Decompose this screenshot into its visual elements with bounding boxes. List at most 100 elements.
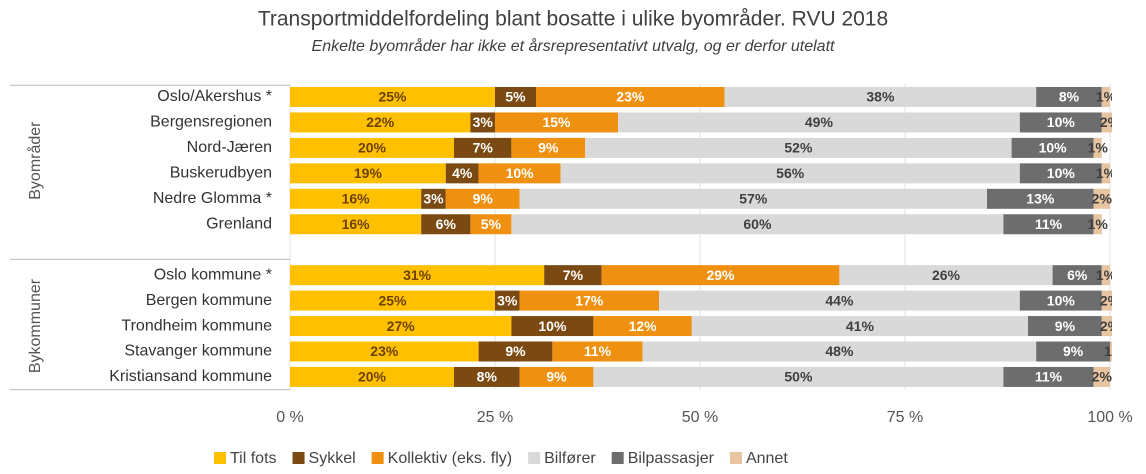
bar-segment: [519, 188, 987, 209]
x-tick-label: 50 %: [682, 409, 718, 426]
bar-segment: [495, 87, 536, 107]
value-label: 1%: [1088, 140, 1109, 156]
value-label: 1%: [1104, 343, 1125, 359]
value-label: 2%: [1092, 369, 1113, 385]
value-label: 9%: [1063, 343, 1084, 359]
bar-segment: [290, 290, 495, 311]
chart-subtitle: Enkelte byområder har ikke et årsreprese…: [312, 37, 835, 55]
group-label: Byområder: [26, 121, 44, 200]
bar-segment: [454, 366, 520, 387]
x-tick-label: 100 %: [1087, 409, 1132, 426]
value-label: 1%: [1096, 89, 1117, 105]
value-label: 13%: [1026, 191, 1055, 207]
value-label: 2%: [1092, 191, 1113, 207]
bar-segment: [470, 214, 512, 235]
bar-segment: [544, 265, 602, 286]
value-label: 10%: [506, 165, 535, 181]
value-label: 10%: [1047, 114, 1076, 130]
value-label: 38%: [866, 89, 895, 105]
bar-segment: [1019, 290, 1102, 311]
y-tick-label: Buskerudbyen: [170, 165, 272, 182]
bar-segment: [478, 341, 553, 362]
y-tick-label: Grenland: [206, 215, 272, 232]
value-label: 25%: [378, 292, 407, 308]
value-label: 26%: [932, 267, 961, 283]
bar-segment: [691, 316, 1028, 337]
value-label: 50%: [784, 369, 813, 385]
value-label: 17%: [575, 292, 604, 308]
bar-segment: [585, 137, 1012, 158]
bar-segment: [1019, 163, 1102, 184]
value-label: 10%: [538, 318, 567, 334]
value-label: 31%: [403, 267, 432, 283]
value-label: 15%: [542, 114, 571, 130]
value-label: 20%: [358, 369, 387, 385]
bar-segment: [1003, 366, 1094, 387]
value-label: 10%: [1047, 165, 1076, 181]
bar-segment: [511, 316, 594, 337]
bar-segment: [495, 112, 618, 133]
bar-segment: [445, 188, 520, 209]
bar-segment: [593, 316, 692, 337]
y-tick-label: Bergensregionen: [150, 114, 272, 131]
legend-label: Kollektiv (eks. fly): [388, 450, 512, 467]
value-label: 7%: [473, 140, 494, 156]
bar-segment: [1036, 341, 1110, 362]
value-label: 25%: [378, 89, 407, 105]
bar-segment: [536, 87, 725, 107]
value-label: 9%: [546, 369, 567, 385]
legend-swatch: [292, 452, 305, 464]
value-label: 6%: [1067, 267, 1088, 283]
legend-swatch: [729, 452, 742, 464]
bar-segment: [290, 87, 495, 107]
bar-segment: [1028, 316, 1102, 337]
legend-swatch: [528, 452, 541, 464]
bar-segment: [445, 163, 479, 184]
bar-segment: [601, 265, 840, 286]
bar-segment: [1110, 341, 1112, 362]
bar-segment: [1101, 112, 1112, 133]
bar-segment: [1101, 265, 1110, 286]
bar-segment: [421, 188, 446, 209]
legend-swatch: [214, 452, 226, 464]
value-label: 29%: [706, 267, 735, 283]
value-label: 48%: [825, 343, 854, 359]
bar-segment: [1036, 87, 1102, 107]
bar-segment: [1101, 290, 1112, 311]
bar-segment: [478, 163, 561, 184]
bar-segment: [659, 290, 1020, 311]
bar-segment: [1101, 163, 1110, 184]
legend-swatch: [611, 452, 624, 464]
bar-segment: [1052, 265, 1102, 286]
bar-segment: [290, 214, 422, 235]
legend-label: Bilpassasjer: [628, 450, 715, 467]
value-label: 20%: [358, 140, 387, 156]
bar-segment: [290, 137, 454, 158]
bar-segment: [1093, 188, 1110, 209]
value-label: 23%: [616, 89, 645, 105]
value-label: 4%: [452, 165, 473, 181]
value-label: 5%: [505, 89, 526, 105]
grid: [289, 84, 1111, 390]
bar-segment: [593, 366, 1004, 387]
bar-segment: [290, 366, 454, 387]
legend-label: Til fots: [230, 450, 277, 467]
value-label: 12%: [629, 318, 658, 334]
value-label: 2%: [1100, 292, 1121, 308]
x-tick-label: 25 %: [477, 409, 513, 426]
value-label: 9%: [505, 343, 526, 359]
y-tick-label: Oslo/Akershus *: [157, 88, 272, 105]
bar-segment: [987, 188, 1094, 209]
legend-swatch: [371, 452, 384, 464]
value-label: 11%: [1035, 369, 1063, 385]
bar-segment: [1019, 112, 1102, 133]
y-tick-label: Stavanger kommune: [124, 343, 272, 360]
bar-segment: [454, 137, 512, 158]
bar-segment: [470, 112, 495, 133]
value-label: 27%: [387, 318, 416, 334]
bar-segment: [1101, 316, 1112, 337]
bar-segment: [1101, 87, 1110, 107]
value-label: 5%: [481, 216, 502, 232]
value-label: 1%: [1096, 165, 1117, 181]
legend-label: Bilfører: [544, 450, 596, 467]
